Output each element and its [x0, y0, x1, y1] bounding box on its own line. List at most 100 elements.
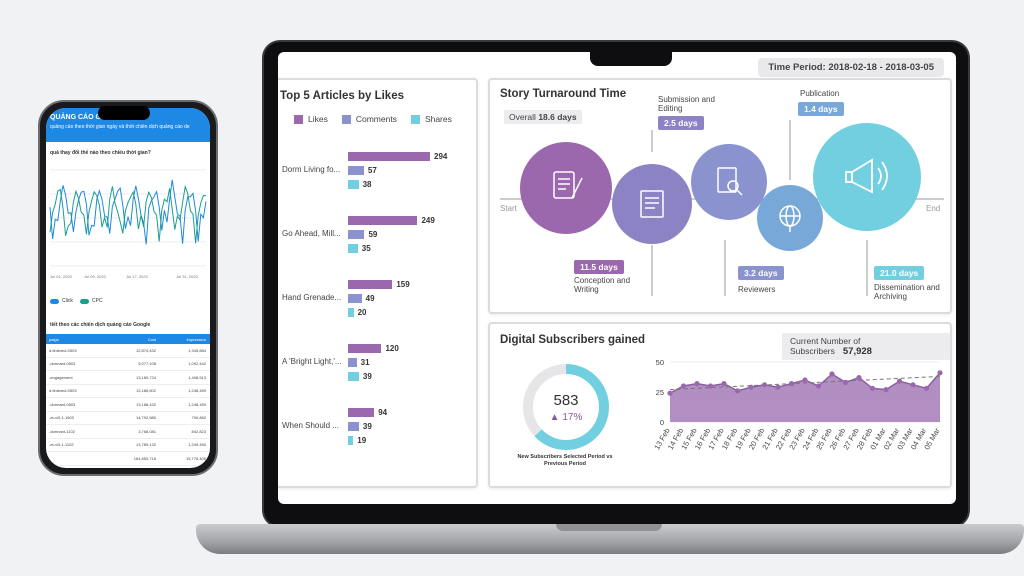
shares-bar[interactable] [348, 180, 359, 189]
data-point[interactable] [721, 381, 727, 387]
table-row[interactable]: -dormant-0503 9,077,108 1,092,442 [46, 358, 210, 371]
phone-screen: QUẢNG CÁO G quảng cáo theo thời gian ngà… [46, 108, 210, 468]
data-point[interactable] [937, 370, 943, 376]
bar-value-label: 49 [365, 293, 375, 303]
data-point[interactable] [707, 383, 714, 389]
article-title: A 'Bright Light,'... [282, 357, 342, 366]
stage-circle-dissemination[interactable] [813, 123, 921, 231]
likes-bar[interactable] [348, 216, 418, 225]
data-point[interactable] [856, 375, 862, 381]
comments-bar[interactable] [348, 358, 357, 367]
table-cell: 1,248,459 [188, 388, 206, 394]
data-point[interactable] [775, 384, 781, 390]
time-period-filter[interactable]: Time Period: 2018-02-18 - 2018-03-05 [758, 58, 944, 77]
laptop-groove [556, 524, 662, 531]
subscribers-gauge [523, 364, 609, 450]
stage-label-reviewers: Reviewers [738, 285, 776, 294]
likes-bar[interactable] [348, 408, 375, 417]
toggle-switch[interactable] [80, 298, 89, 304]
toggle-switch[interactable] [50, 298, 59, 304]
likes-bar[interactable] [348, 152, 430, 161]
table-cell: 1,249,450 [188, 442, 206, 448]
shares-bar[interactable] [348, 244, 358, 253]
table-cell: 1,345,884 [188, 347, 206, 353]
overall-time: Overall 18.6 days [504, 110, 582, 124]
gauge-caption: New Subscribers Selected Period vs Previ… [517, 454, 613, 467]
table-row[interactable]: 164,850,718 15,776,409 [46, 452, 210, 466]
table-row[interactable]: d-finished-0503 12,874,432 1,345,884 [46, 344, 210, 358]
likes-bar[interactable] [348, 344, 382, 353]
data-point[interactable] [883, 387, 889, 393]
toggle-cpc[interactable]: CPC [80, 298, 103, 304]
table-row[interactable]: -et-vi3-1-1102 13,789,132 1,249,450 [46, 439, 210, 452]
y-tick-label: 25 [656, 388, 664, 397]
table-cell: 13,789,132 [135, 442, 156, 448]
bar-value-label: 38 [362, 179, 372, 189]
data-point[interactable] [748, 384, 754, 390]
toggle-cpc-label: CPC [92, 298, 103, 304]
comments-bar[interactable] [348, 230, 365, 239]
table-cell: 842,823 [191, 428, 206, 434]
legend-likes-label: Likes [308, 114, 328, 124]
data-point[interactable] [910, 382, 916, 388]
table-cell: 1,248,459 [188, 401, 206, 407]
table-cell: 164,850,718 [133, 455, 156, 461]
stage-days-reviewers: 3.2 days [738, 266, 784, 280]
table-row[interactable]: -dormant-0503 13,188,432 1,248,459 [46, 398, 210, 412]
data-point[interactable] [869, 385, 876, 391]
stage-circle-publication[interactable] [757, 185, 823, 251]
megaphone-icon [845, 158, 888, 194]
col-cost[interactable]: Cost [147, 336, 156, 342]
legend-comments: Comments [341, 114, 397, 124]
data-point[interactable] [815, 383, 822, 389]
stage-circle-conception[interactable] [520, 142, 612, 234]
data-point[interactable] [829, 371, 835, 377]
y-tick-label: 50 [656, 358, 664, 367]
data-point[interactable] [842, 379, 849, 385]
table-row[interactable]: -dormant-1102 3,768,081 842,823 [46, 425, 210, 439]
shares-bar[interactable] [348, 436, 354, 445]
article-title: When Should ... [282, 421, 339, 430]
comments-bar[interactable] [348, 294, 362, 303]
area-fill [670, 372, 940, 422]
table-row[interactable]: -et-vi3-1-1603 14,792,580 790,882 [46, 412, 210, 425]
bar-value-label: 94 [378, 407, 388, 417]
bar-value-label: 120 [385, 343, 399, 353]
stage-circle-submission[interactable] [612, 164, 692, 244]
shares-bar[interactable] [348, 308, 354, 317]
table-cell: 14,792,580 [135, 415, 156, 421]
data-point[interactable] [761, 382, 768, 388]
dashboard-screen: Time Period: 2018-02-18 - 2018-03-05 Top… [278, 52, 956, 504]
data-point[interactable] [667, 390, 673, 396]
data-point[interactable] [896, 378, 903, 384]
dynamic-island [98, 106, 150, 120]
table-cell: 15,776,409 [185, 455, 206, 461]
data-point[interactable] [802, 377, 808, 383]
bar-value-label: 39 [362, 421, 372, 431]
table-row[interactable]: d-finished-0503 13,186,602 1,248,459 [46, 385, 210, 398]
col-campaign[interactable]: paign [49, 336, 59, 342]
data-point[interactable] [734, 388, 741, 394]
manuscript-icon [553, 171, 583, 199]
data-point[interactable] [923, 385, 930, 391]
legend-shares-label: Shares [424, 114, 452, 124]
col-impression[interactable]: Impression [186, 336, 206, 342]
data-point[interactable] [788, 381, 795, 387]
turnaround-panel: Story Turnaround Time Overall 18.6 days [488, 78, 952, 314]
bar-value-label: 19 [357, 435, 367, 445]
article-title: Hand Grenade... [282, 293, 342, 302]
overall-value: 18.6 days [538, 112, 577, 122]
comments-bar[interactable] [348, 166, 364, 175]
bar-value-label: 35 [361, 243, 371, 253]
camera-notch [590, 52, 672, 66]
comments-bar[interactable] [348, 422, 359, 431]
data-point[interactable] [694, 381, 700, 387]
data-point[interactable] [680, 383, 687, 389]
shares-bar[interactable] [348, 372, 359, 381]
likes-bar[interactable] [348, 280, 393, 289]
table-row[interactable]: -engagement 13,189,724 1,408,513 [46, 371, 210, 385]
toggle-click[interactable]: Click [50, 298, 73, 304]
stage-days-dissemination: 21.0 days [874, 266, 925, 280]
magnifier-doc-icon [717, 167, 743, 196]
